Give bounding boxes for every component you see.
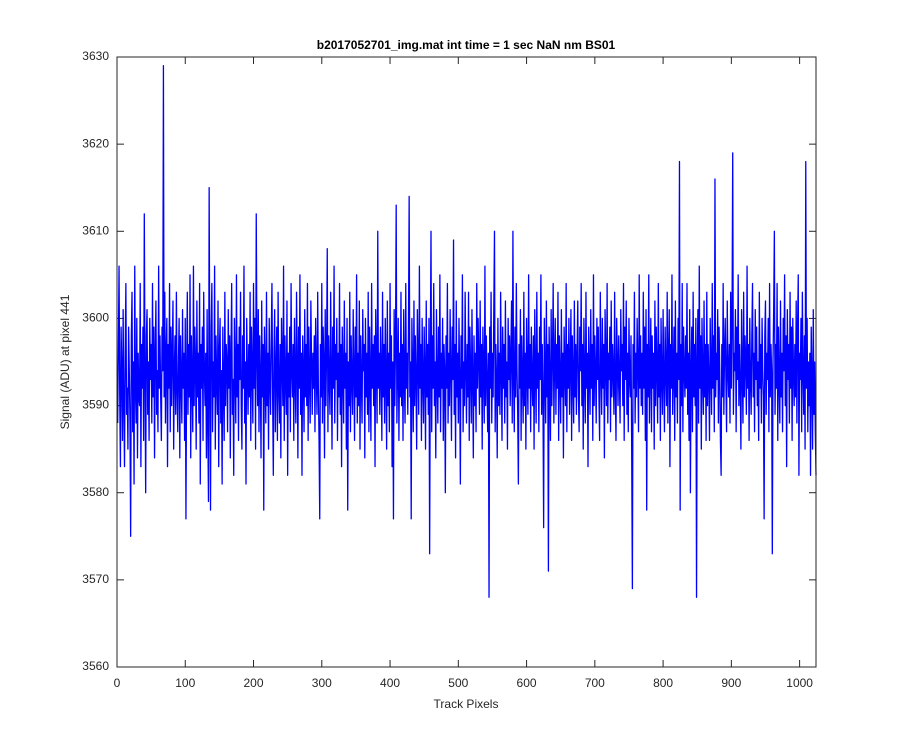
chart-title: b2017052701_img.mat int time = 1 sec NaN… [317,38,616,52]
y-tick-label: 3600 [82,311,109,325]
axes-box [116,56,817,668]
y-tick-label: 3610 [82,223,109,237]
y-tick-label: 3630 [82,49,109,63]
y-tick-label: 3560 [82,659,109,673]
y-tick-label: 3580 [82,485,109,499]
x-tick-label: 700 [585,676,605,690]
x-tick-label: 200 [244,676,264,690]
y-tick-label: 3590 [82,398,109,412]
data-line [117,65,817,598]
x-tick-label: 1000 [786,676,813,690]
y-tick-label: 3570 [82,572,109,586]
ticks: 0 100 200 300 400 500 600 700 800 900 1000 3560 3570… [82,49,816,690]
series [117,65,817,598]
x-axis-label: Track Pixels [434,697,499,711]
y-axis-label: Signal (ADU) at pixel 441 [58,294,72,429]
x-tick-label: 800 [653,676,673,690]
x-tick-label: 500 [448,676,468,690]
x-tick-label: 0 [114,676,121,690]
x-tick-label: 400 [380,676,400,690]
x-tick-label: 600 [517,676,537,690]
x-tick-label: 100 [175,676,195,690]
y-tick-label: 3620 [82,136,109,150]
x-tick-label: 300 [312,676,332,690]
x-tick-label: 900 [721,676,741,690]
